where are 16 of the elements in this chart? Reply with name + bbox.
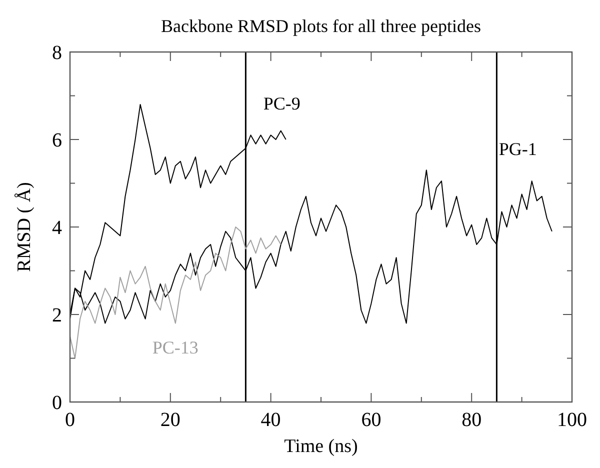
x-tick-label: 60 <box>361 409 382 431</box>
y-tick-label: 0 <box>52 392 62 414</box>
y-tick-label: 8 <box>52 42 62 64</box>
series-label: PC-13 <box>152 337 198 358</box>
x-axis-title: Time (ns) <box>284 436 358 457</box>
y-axis-title: RMSD ( Å) <box>14 182 35 272</box>
x-tick-label: 100 <box>557 409 587 431</box>
x-tick-label: 40 <box>260 409 281 431</box>
y-tick-label: 6 <box>52 130 62 152</box>
x-tick-label: 80 <box>462 409 482 431</box>
x-tick-label: 20 <box>160 409 180 431</box>
y-tick-label: 2 <box>52 304 62 326</box>
y-tick-label: 4 <box>52 217 62 239</box>
series-label: PC-9 <box>263 94 300 114</box>
chart-title: Backbone RMSD plots for all three peptides <box>161 16 481 36</box>
series-label: PG-1 <box>498 139 537 160</box>
